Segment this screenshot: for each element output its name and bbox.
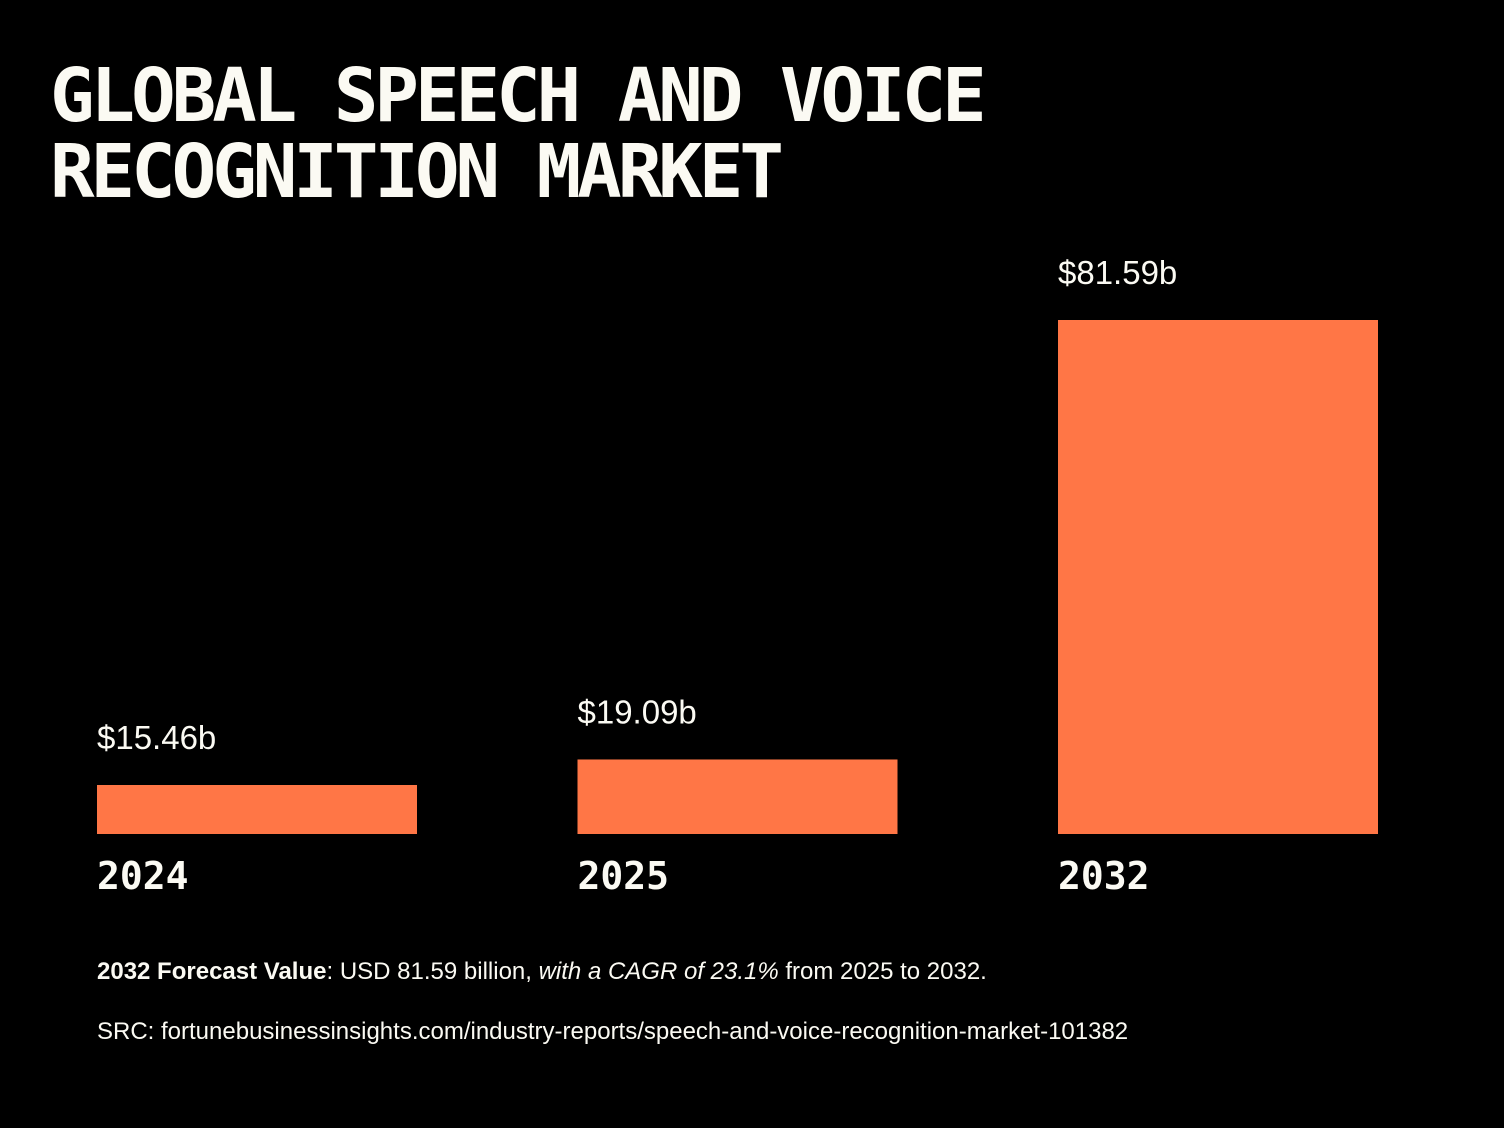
bar-2025 (577, 759, 898, 834)
data-label-2024: $15.46b (97, 719, 216, 756)
forecast-note: 2032 Forecast Value: USD 81.59 billion, … (97, 958, 987, 986)
data-label-2025: $19.09b (578, 693, 697, 730)
forecast-note-text-1: : USD 81.59 billion, (326, 958, 539, 985)
forecast-note-italic: with a CAGR of 23.1% (538, 958, 779, 985)
source-text: SRC: fortunebusinessinsights.com/industr… (97, 1018, 1129, 1045)
category-label-2025: 2025 (578, 854, 670, 898)
forecast-note-text-2: from 2025 to 2032. (778, 958, 987, 985)
bar-2032 (1058, 320, 1378, 834)
category-label-2032: 2032 (1058, 854, 1150, 898)
forecast-note-bold: 2032 Forecast Value (97, 958, 327, 985)
data-label-2032: $81.59b (1058, 254, 1177, 291)
chart-title-line-2: RECOGNITION MARKET (50, 129, 784, 215)
chart-title-line-1: GLOBAL SPEECH AND VOICE (50, 53, 987, 139)
category-label-2024: 2024 (97, 854, 189, 898)
bar-chart: $15.46b 2024 $19.09b 2025 $81.59b 2032 (97, 254, 1378, 898)
bar-2024 (97, 785, 417, 834)
chart-title: GLOBAL SPEECH AND VOICE RECOGNITION MARK… (50, 53, 987, 215)
